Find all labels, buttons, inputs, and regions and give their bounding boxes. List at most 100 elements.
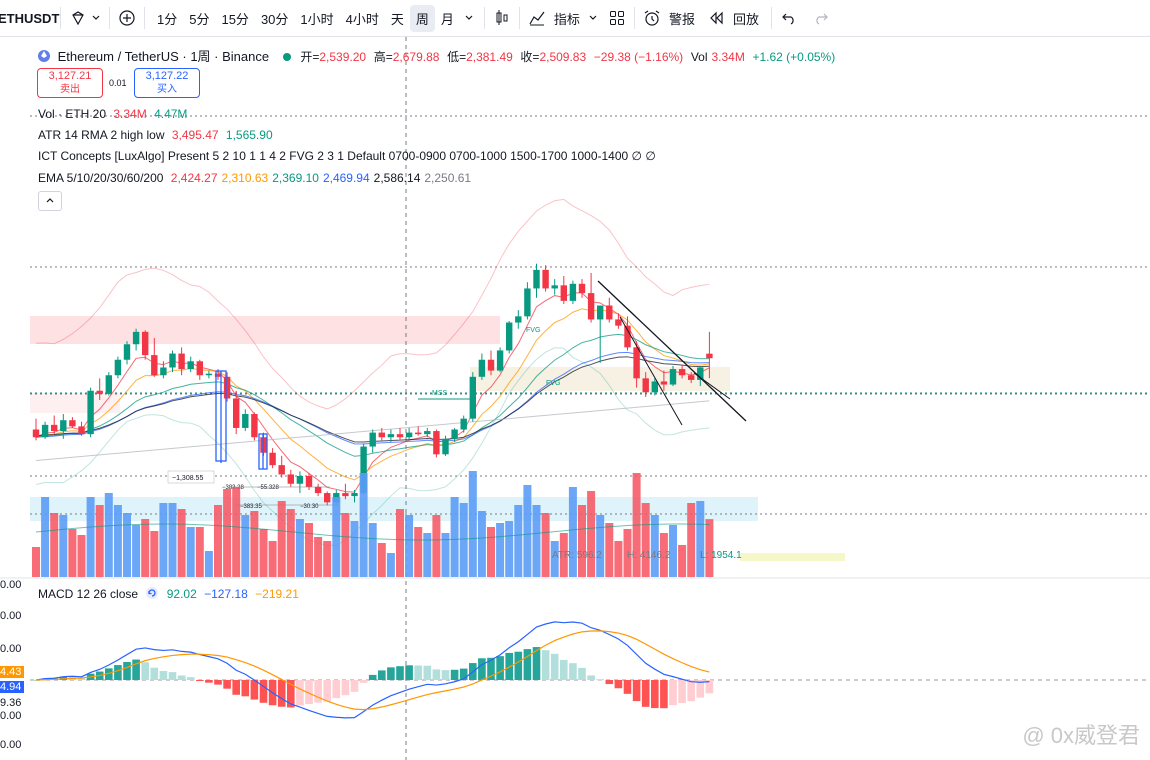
redo-icon[interactable] bbox=[810, 7, 832, 29]
volume-bar bbox=[669, 525, 677, 577]
volume-bar bbox=[323, 541, 332, 577]
candle-body bbox=[69, 420, 76, 427]
vol-value: 3.34M bbox=[711, 50, 745, 64]
chevron-down-icon[interactable] bbox=[460, 7, 478, 29]
indicators-icon[interactable] bbox=[526, 7, 548, 29]
macd-legend[interactable]: MACD 12 26 close 92.02 −127.18 −219.21 bbox=[38, 586, 303, 601]
interval-8[interactable]: 月 bbox=[440, 11, 454, 27]
ema-legend[interactable]: EMA 5/10/20/30/60/200 2,424.27 2,310.63 2,… bbox=[38, 171, 479, 185]
candle-body bbox=[660, 381, 668, 385]
atr-value-1: 3,495.47 bbox=[171, 128, 219, 142]
volume-bar bbox=[268, 541, 277, 577]
ema-value-2: 2,369.10 bbox=[272, 171, 319, 185]
interval-2[interactable]: 15分 bbox=[221, 11, 249, 27]
macd-histogram-bar bbox=[223, 680, 231, 689]
diamond-icon[interactable] bbox=[67, 7, 89, 29]
volume-bar bbox=[550, 541, 559, 577]
macd-histogram-bar bbox=[241, 680, 250, 697]
candle-body bbox=[342, 493, 349, 497]
volume-bar bbox=[659, 533, 668, 577]
volume-bar bbox=[641, 503, 650, 577]
volume-bar bbox=[368, 523, 377, 577]
volume-bar bbox=[568, 487, 577, 577]
volume-bar bbox=[459, 503, 468, 577]
chart-svg[interactable]: MSSFVGFVG−1,308.55−383.28−55.328−383.35−… bbox=[0, 37, 1150, 760]
interval-5[interactable]: 4小时 bbox=[345, 11, 379, 27]
sell-button[interactable]: 3,127.21 卖出 bbox=[37, 68, 103, 98]
market-status-icon bbox=[282, 53, 291, 61]
alert-button[interactable]: 警报 bbox=[668, 11, 695, 27]
volume-legend[interactable]: Vol · ETH 20 3.34M 4.47M bbox=[38, 107, 191, 121]
ema-values: 2,424.27 2,310.63 2,369.10 2,469.94 2,586.14… bbox=[171, 171, 475, 185]
atr-legend[interactable]: ATR 14 RMA 2 high low 3,495.47 1,565.90 bbox=[38, 128, 277, 142]
candle-body bbox=[487, 359, 495, 371]
spread-value: 0.01 bbox=[109, 78, 127, 88]
collapse-legend-button[interactable] bbox=[38, 191, 62, 211]
volume-value-1: 3.34M bbox=[113, 107, 147, 121]
candle-body bbox=[287, 474, 294, 484]
candle-body bbox=[542, 269, 549, 289]
candle-body bbox=[478, 359, 486, 377]
chart-canvas[interactable]: MSSFVGFVG−1,308.55−383.28−55.328−383.35−… bbox=[0, 37, 1150, 760]
chart-title[interactable]: Ethereum / TetherUS · 1周 · Binance bbox=[57, 49, 270, 64]
interval-4[interactable]: 1小时 bbox=[300, 11, 334, 27]
candle-body bbox=[597, 305, 604, 320]
macd-histogram-bar bbox=[250, 680, 259, 700]
macd-legend-label: MACD 12 26 close bbox=[38, 587, 139, 601]
replay-button[interactable]: 回放 bbox=[732, 11, 759, 27]
level-label: −55.328 bbox=[257, 485, 280, 491]
symbol-label[interactable]: ETHUSDT bbox=[0, 10, 60, 26]
interval-7[interactable]: 周 bbox=[409, 4, 435, 32]
macd-histogram-bar bbox=[186, 677, 195, 680]
candle-body bbox=[78, 426, 85, 435]
interval-6[interactable]: 天 bbox=[390, 11, 404, 27]
divider bbox=[483, 7, 485, 29]
volume-bar bbox=[123, 513, 131, 577]
volume-bar bbox=[286, 509, 295, 577]
interval-1[interactable]: 5分 bbox=[189, 11, 210, 27]
close-value: 2,509.83 bbox=[539, 50, 587, 64]
volume-bar bbox=[250, 511, 259, 577]
volume-bar bbox=[541, 513, 550, 577]
candle-body bbox=[606, 305, 613, 320]
candle-body bbox=[688, 375, 695, 380]
macd-histogram-bar bbox=[287, 680, 295, 708]
fvg-label: FVG bbox=[526, 327, 540, 334]
chevron-down-icon[interactable] bbox=[89, 7, 103, 29]
volume-bar bbox=[141, 519, 150, 577]
volume-bar bbox=[359, 473, 368, 577]
ict-legend[interactable]: ICT Concepts [LuxAlgo] Present 5 2 10 1 … bbox=[38, 149, 660, 163]
layout-grid-icon[interactable] bbox=[606, 7, 628, 29]
buy-button[interactable]: 3,127.22 买入 bbox=[134, 68, 200, 98]
macd-histogram-bar bbox=[159, 671, 168, 680]
candle-body bbox=[278, 465, 285, 475]
indicators-button[interactable]: 指标 bbox=[553, 11, 580, 27]
candle-body bbox=[615, 319, 622, 326]
candle-body bbox=[51, 424, 58, 432]
candle-body bbox=[369, 432, 376, 447]
candlestick-type-icon[interactable] bbox=[491, 7, 513, 29]
undo-icon[interactable] bbox=[778, 7, 800, 29]
divider bbox=[518, 7, 520, 29]
candle-body bbox=[196, 361, 203, 376]
volume-bar bbox=[177, 509, 186, 577]
envelope-lower-line bbox=[35, 347, 710, 547]
candle-body bbox=[396, 434, 404, 438]
volume-bar bbox=[696, 501, 705, 577]
high-annotation: H: 4146.2 bbox=[627, 550, 671, 561]
interval-3[interactable]: 30分 bbox=[260, 11, 289, 27]
open-label: 开= bbox=[300, 50, 320, 64]
macd-histogram-bar bbox=[450, 669, 459, 680]
candle-body bbox=[551, 285, 558, 289]
volume-bar bbox=[259, 529, 268, 577]
volume-bar bbox=[68, 529, 77, 577]
interval-0[interactable]: 1分 bbox=[157, 11, 178, 27]
alarm-clock-icon[interactable] bbox=[641, 7, 663, 29]
add-symbol-icon[interactable] bbox=[116, 7, 138, 29]
ethereum-logo-icon bbox=[38, 49, 54, 64]
chevron-down-icon[interactable] bbox=[586, 7, 600, 29]
macd-histogram-bar bbox=[168, 672, 177, 680]
low-value: 2,381.49 bbox=[466, 50, 513, 64]
replay-icon[interactable] bbox=[705, 7, 727, 29]
candle-body bbox=[351, 493, 358, 497]
